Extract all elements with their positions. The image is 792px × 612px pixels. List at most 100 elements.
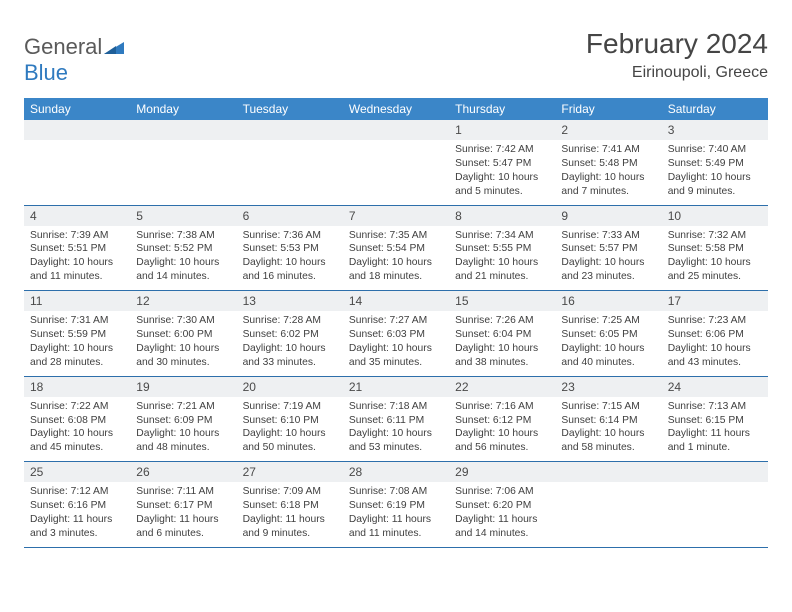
day-number: 10 bbox=[662, 206, 768, 226]
day-cell: 19Sunrise: 7:21 AMSunset: 6:09 PMDayligh… bbox=[130, 377, 236, 462]
day-number: 3 bbox=[662, 120, 768, 140]
month-title: February 2024 bbox=[586, 28, 768, 60]
day-number: 28 bbox=[343, 462, 449, 482]
day-number: 5 bbox=[130, 206, 236, 226]
day-number: 25 bbox=[24, 462, 130, 482]
day-cell bbox=[555, 462, 661, 547]
day-number: 15 bbox=[449, 291, 555, 311]
day-details: Sunrise: 7:21 AMSunset: 6:09 PMDaylight:… bbox=[130, 397, 236, 462]
day-number: 16 bbox=[555, 291, 661, 311]
brand-name-a: General bbox=[24, 34, 102, 59]
day-details: Sunrise: 7:11 AMSunset: 6:17 PMDaylight:… bbox=[130, 482, 236, 547]
weekday-header: Thursday bbox=[449, 98, 555, 120]
day-cell: 8Sunrise: 7:34 AMSunset: 5:55 PMDaylight… bbox=[449, 206, 555, 291]
day-number: 13 bbox=[237, 291, 343, 311]
day-cell: 9Sunrise: 7:33 AMSunset: 5:57 PMDaylight… bbox=[555, 206, 661, 291]
weekday-header: Sunday bbox=[24, 98, 130, 120]
day-cell: 6Sunrise: 7:36 AMSunset: 5:53 PMDaylight… bbox=[237, 206, 343, 291]
day-cell bbox=[343, 120, 449, 205]
day-number bbox=[662, 462, 768, 482]
day-details: Sunrise: 7:22 AMSunset: 6:08 PMDaylight:… bbox=[24, 397, 130, 462]
day-cell: 28Sunrise: 7:08 AMSunset: 6:19 PMDayligh… bbox=[343, 462, 449, 547]
day-cell: 29Sunrise: 7:06 AMSunset: 6:20 PMDayligh… bbox=[449, 462, 555, 547]
day-details: Sunrise: 7:12 AMSunset: 6:16 PMDaylight:… bbox=[24, 482, 130, 547]
day-details: Sunrise: 7:36 AMSunset: 5:53 PMDaylight:… bbox=[237, 226, 343, 291]
week-row: 25Sunrise: 7:12 AMSunset: 6:16 PMDayligh… bbox=[24, 462, 768, 548]
day-number: 20 bbox=[237, 377, 343, 397]
weeks-container: 1Sunrise: 7:42 AMSunset: 5:47 PMDaylight… bbox=[24, 120, 768, 548]
day-cell: 21Sunrise: 7:18 AMSunset: 6:11 PMDayligh… bbox=[343, 377, 449, 462]
weekday-header-row: SundayMondayTuesdayWednesdayThursdayFrid… bbox=[24, 98, 768, 120]
day-number bbox=[24, 120, 130, 140]
day-details: Sunrise: 7:19 AMSunset: 6:10 PMDaylight:… bbox=[237, 397, 343, 462]
weekday-header: Tuesday bbox=[237, 98, 343, 120]
day-cell: 2Sunrise: 7:41 AMSunset: 5:48 PMDaylight… bbox=[555, 120, 661, 205]
day-cell: 18Sunrise: 7:22 AMSunset: 6:08 PMDayligh… bbox=[24, 377, 130, 462]
weekday-header: Saturday bbox=[662, 98, 768, 120]
weekday-header: Monday bbox=[130, 98, 236, 120]
day-cell: 16Sunrise: 7:25 AMSunset: 6:05 PMDayligh… bbox=[555, 291, 661, 376]
day-details: Sunrise: 7:08 AMSunset: 6:19 PMDaylight:… bbox=[343, 482, 449, 547]
day-number: 24 bbox=[662, 377, 768, 397]
day-cell: 24Sunrise: 7:13 AMSunset: 6:15 PMDayligh… bbox=[662, 377, 768, 462]
day-number: 18 bbox=[24, 377, 130, 397]
day-details: Sunrise: 7:26 AMSunset: 6:04 PMDaylight:… bbox=[449, 311, 555, 376]
day-cell bbox=[130, 120, 236, 205]
day-details: Sunrise: 7:18 AMSunset: 6:11 PMDaylight:… bbox=[343, 397, 449, 462]
day-cell bbox=[24, 120, 130, 205]
day-cell bbox=[237, 120, 343, 205]
day-details: Sunrise: 7:35 AMSunset: 5:54 PMDaylight:… bbox=[343, 226, 449, 291]
week-row: 1Sunrise: 7:42 AMSunset: 5:47 PMDaylight… bbox=[24, 120, 768, 206]
day-number: 1 bbox=[449, 120, 555, 140]
brand-mark-icon bbox=[104, 34, 124, 60]
location-label: Eirinoupoli, Greece bbox=[586, 64, 768, 82]
day-details: Sunrise: 7:38 AMSunset: 5:52 PMDaylight:… bbox=[130, 226, 236, 291]
day-cell: 26Sunrise: 7:11 AMSunset: 6:17 PMDayligh… bbox=[130, 462, 236, 547]
day-details: Sunrise: 7:41 AMSunset: 5:48 PMDaylight:… bbox=[555, 140, 661, 205]
day-cell bbox=[662, 462, 768, 547]
day-number: 4 bbox=[24, 206, 130, 226]
day-details: Sunrise: 7:06 AMSunset: 6:20 PMDaylight:… bbox=[449, 482, 555, 547]
day-cell: 7Sunrise: 7:35 AMSunset: 5:54 PMDaylight… bbox=[343, 206, 449, 291]
day-details: Sunrise: 7:09 AMSunset: 6:18 PMDaylight:… bbox=[237, 482, 343, 547]
day-number: 7 bbox=[343, 206, 449, 226]
calendar-page: GeneralBlue February 2024 Eirinoupoli, G… bbox=[0, 0, 792, 548]
day-details: Sunrise: 7:28 AMSunset: 6:02 PMDaylight:… bbox=[237, 311, 343, 376]
day-cell: 1Sunrise: 7:42 AMSunset: 5:47 PMDaylight… bbox=[449, 120, 555, 205]
day-number: 22 bbox=[449, 377, 555, 397]
day-details: Sunrise: 7:30 AMSunset: 6:00 PMDaylight:… bbox=[130, 311, 236, 376]
calendar-grid: SundayMondayTuesdayWednesdayThursdayFrid… bbox=[24, 98, 768, 548]
day-cell: 11Sunrise: 7:31 AMSunset: 5:59 PMDayligh… bbox=[24, 291, 130, 376]
day-cell: 27Sunrise: 7:09 AMSunset: 6:18 PMDayligh… bbox=[237, 462, 343, 547]
day-number: 11 bbox=[24, 291, 130, 311]
day-details: Sunrise: 7:13 AMSunset: 6:15 PMDaylight:… bbox=[662, 397, 768, 462]
brand-logo: GeneralBlue bbox=[24, 28, 124, 86]
weekday-header: Wednesday bbox=[343, 98, 449, 120]
day-details: Sunrise: 7:15 AMSunset: 6:14 PMDaylight:… bbox=[555, 397, 661, 462]
week-row: 18Sunrise: 7:22 AMSunset: 6:08 PMDayligh… bbox=[24, 377, 768, 463]
day-number: 26 bbox=[130, 462, 236, 482]
day-details: Sunrise: 7:23 AMSunset: 6:06 PMDaylight:… bbox=[662, 311, 768, 376]
day-number bbox=[130, 120, 236, 140]
day-cell: 17Sunrise: 7:23 AMSunset: 6:06 PMDayligh… bbox=[662, 291, 768, 376]
day-number bbox=[237, 120, 343, 140]
day-number: 23 bbox=[555, 377, 661, 397]
day-details: Sunrise: 7:33 AMSunset: 5:57 PMDaylight:… bbox=[555, 226, 661, 291]
day-cell: 5Sunrise: 7:38 AMSunset: 5:52 PMDaylight… bbox=[130, 206, 236, 291]
day-details: Sunrise: 7:25 AMSunset: 6:05 PMDaylight:… bbox=[555, 311, 661, 376]
day-number: 17 bbox=[662, 291, 768, 311]
day-cell: 23Sunrise: 7:15 AMSunset: 6:14 PMDayligh… bbox=[555, 377, 661, 462]
day-number: 12 bbox=[130, 291, 236, 311]
day-number: 14 bbox=[343, 291, 449, 311]
day-number: 21 bbox=[343, 377, 449, 397]
day-cell: 13Sunrise: 7:28 AMSunset: 6:02 PMDayligh… bbox=[237, 291, 343, 376]
day-number: 6 bbox=[237, 206, 343, 226]
brand-name-b: Blue bbox=[24, 60, 68, 85]
day-cell: 15Sunrise: 7:26 AMSunset: 6:04 PMDayligh… bbox=[449, 291, 555, 376]
week-row: 11Sunrise: 7:31 AMSunset: 5:59 PMDayligh… bbox=[24, 291, 768, 377]
day-cell: 3Sunrise: 7:40 AMSunset: 5:49 PMDaylight… bbox=[662, 120, 768, 205]
day-cell: 14Sunrise: 7:27 AMSunset: 6:03 PMDayligh… bbox=[343, 291, 449, 376]
day-details: Sunrise: 7:42 AMSunset: 5:47 PMDaylight:… bbox=[449, 140, 555, 205]
day-details: Sunrise: 7:31 AMSunset: 5:59 PMDaylight:… bbox=[24, 311, 130, 376]
page-header: GeneralBlue February 2024 Eirinoupoli, G… bbox=[24, 28, 768, 86]
